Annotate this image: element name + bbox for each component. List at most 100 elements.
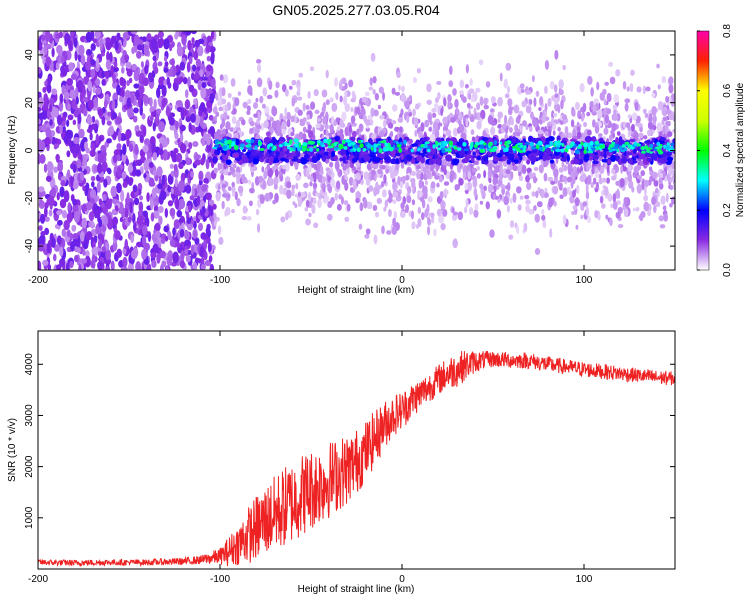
heatmap-cell bbox=[290, 152, 296, 157]
heatmap-cell bbox=[181, 159, 187, 166]
heatmap-cell bbox=[208, 125, 216, 137]
heatmap-cell bbox=[412, 187, 416, 195]
heatmap-cell bbox=[554, 84, 558, 93]
heatmap-cell bbox=[334, 192, 339, 201]
heatmap-cell bbox=[559, 182, 563, 189]
heatmap-cell bbox=[633, 165, 639, 174]
heatmap-cell bbox=[61, 209, 67, 219]
heatmap-cell bbox=[129, 201, 133, 214]
heatmap-cell bbox=[432, 144, 436, 149]
heatmap-cell bbox=[180, 249, 185, 261]
heatmap-cell bbox=[394, 126, 399, 132]
heatmap-cell bbox=[312, 182, 318, 189]
heatmap-cell bbox=[143, 44, 149, 57]
heatmap-cell bbox=[573, 171, 579, 177]
heatmap-cell bbox=[97, 239, 102, 249]
heatmap-cell bbox=[111, 99, 116, 111]
heatmap-cell bbox=[132, 222, 137, 232]
heatmap-cell bbox=[84, 255, 91, 268]
heatmap-cell bbox=[325, 69, 329, 79]
heatmap-cell bbox=[556, 146, 560, 149]
heatmap-cell bbox=[425, 169, 432, 179]
heatmap-cell bbox=[190, 72, 195, 81]
heatmap-cell bbox=[146, 192, 150, 203]
heatmap-cell bbox=[542, 220, 547, 229]
heatmap-cell bbox=[574, 152, 580, 160]
heatmap-cell bbox=[598, 133, 603, 138]
heatmap-cell bbox=[130, 249, 138, 260]
heatmap-cell bbox=[549, 159, 554, 164]
heatmap-cell bbox=[227, 139, 233, 145]
heatmap-cell bbox=[504, 185, 510, 190]
heatmap-cell bbox=[205, 44, 211, 53]
heatmap-cell bbox=[286, 181, 292, 189]
heatmap-cell bbox=[255, 97, 259, 103]
heatmap-cell bbox=[265, 131, 271, 137]
heatmap-cell bbox=[61, 84, 66, 95]
heatmap-cell bbox=[607, 193, 613, 202]
heatmap-cell bbox=[390, 158, 398, 165]
heatmap-cell bbox=[124, 208, 129, 219]
heatmap-cell bbox=[508, 145, 513, 153]
heatmap-cell bbox=[193, 98, 198, 105]
heatmap-cell bbox=[168, 43, 173, 52]
heatmap-cell bbox=[496, 209, 502, 219]
heatmap-cell bbox=[198, 222, 204, 232]
heatmap-cell bbox=[236, 198, 241, 207]
heatmap-cell bbox=[38, 139, 43, 151]
heatmap-cell bbox=[616, 188, 620, 197]
heatmap-cell bbox=[474, 203, 479, 211]
heatmap-cell bbox=[128, 77, 133, 84]
heatmap-cell bbox=[524, 194, 530, 200]
heatmap-cell bbox=[431, 171, 436, 177]
heatmap-cell bbox=[174, 197, 180, 210]
heatmap-cell bbox=[417, 147, 421, 152]
heatmap-cell bbox=[56, 210, 62, 216]
heatmap-cell bbox=[632, 112, 638, 121]
heatmap-cell bbox=[315, 123, 321, 129]
heatmap-cell bbox=[70, 73, 78, 80]
heatmap-cell bbox=[350, 98, 356, 103]
heatmap-cell bbox=[622, 80, 627, 90]
heatmap-cell bbox=[158, 215, 163, 225]
heatmap-cell bbox=[121, 171, 127, 179]
heatmap-cell bbox=[350, 188, 355, 193]
heatmap-cell bbox=[512, 147, 516, 151]
heatmap-cell bbox=[275, 81, 280, 89]
heatmap-cell bbox=[309, 141, 315, 145]
heatmap-cell bbox=[569, 143, 573, 148]
heatmap-y-axis-label: Frequency (Hz) bbox=[7, 116, 18, 185]
heatmap-cell bbox=[127, 263, 133, 270]
heatmap-cell bbox=[58, 258, 66, 267]
heatmap-cell bbox=[132, 212, 136, 224]
heatmap-cell bbox=[217, 162, 221, 171]
heatmap-cell bbox=[586, 216, 592, 224]
heatmap-cell bbox=[588, 163, 592, 169]
heatmap-cell bbox=[517, 204, 522, 211]
heatmap-cell bbox=[66, 229, 71, 238]
heatmap-cell bbox=[507, 86, 511, 94]
heatmap-cell bbox=[539, 111, 543, 118]
heatmap-cell bbox=[547, 155, 552, 161]
heatmap-cell bbox=[627, 173, 633, 183]
heatmap-cell bbox=[155, 222, 161, 232]
heatmap-cell bbox=[531, 191, 536, 197]
heatmap-cell bbox=[443, 181, 450, 186]
heatmap-cell bbox=[454, 98, 459, 109]
heatmap-cell bbox=[179, 133, 184, 142]
heatmap-cell bbox=[473, 178, 478, 189]
heatmap-cell bbox=[305, 199, 310, 208]
heatmap-cell bbox=[504, 93, 510, 99]
heatmap-cell bbox=[275, 150, 280, 157]
heatmap-cell bbox=[533, 97, 537, 107]
heatmap-cell bbox=[566, 176, 573, 183]
heatmap-cell bbox=[157, 61, 163, 67]
heatmap-cell bbox=[424, 141, 431, 145]
heatmap-cell bbox=[143, 259, 150, 265]
heatmap-cell bbox=[566, 154, 570, 162]
heatmap-cell bbox=[44, 227, 50, 236]
heatmap-cell bbox=[382, 91, 385, 101]
heatmap-cell bbox=[479, 144, 485, 150]
heatmap-cell bbox=[492, 193, 496, 200]
heatmap-cell bbox=[223, 167, 229, 176]
